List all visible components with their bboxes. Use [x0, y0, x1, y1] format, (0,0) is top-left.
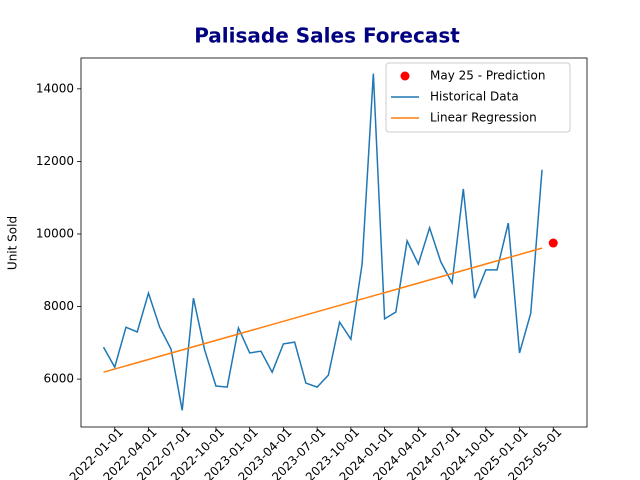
- legend-box: [385, 62, 571, 133]
- y-tick-label: 6000: [43, 372, 74, 386]
- line-series: [102, 73, 543, 411]
- scatter-point: [548, 238, 558, 248]
- legend-label: Historical Data: [430, 90, 519, 104]
- y-tick-label: 10000: [36, 226, 74, 240]
- legend-marker: [400, 71, 410, 81]
- line-series: [103, 247, 543, 373]
- y-axis-label: Unit Sold: [6, 216, 20, 270]
- y-tick-label: 14000: [36, 81, 74, 95]
- chart-title: Palisade Sales Forecast: [194, 24, 460, 48]
- legend-label: May 25 - Prediction: [430, 69, 545, 83]
- y-tick-label: 12000: [36, 154, 74, 168]
- legend-label: Linear Regression: [430, 111, 537, 125]
- plot-frame: [80, 57, 588, 428]
- y-tick-label: 8000: [43, 299, 74, 313]
